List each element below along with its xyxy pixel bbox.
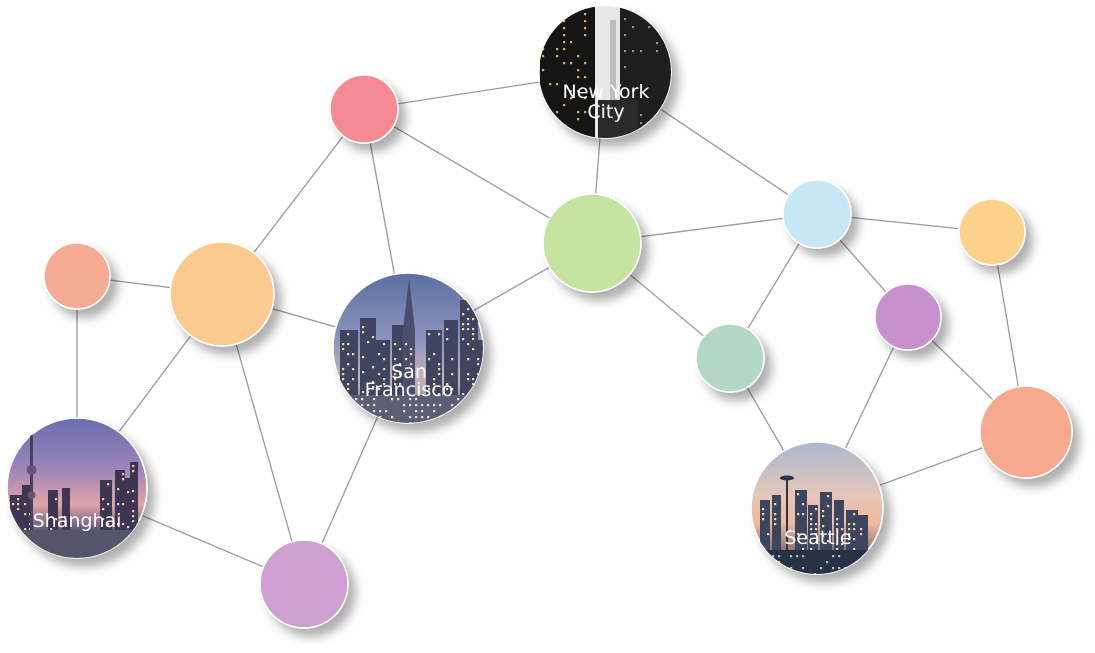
city-label-sf-line-0: San <box>391 361 427 383</box>
node-orange-big[interactable] <box>169 241 275 347</box>
node-yellow-right[interactable] <box>958 198 1026 266</box>
node-green[interactable] <box>542 193 642 293</box>
node-salmon-big[interactable] <box>979 385 1073 479</box>
node-teal[interactable] <box>695 323 765 393</box>
node-lightblue[interactable] <box>782 179 852 249</box>
nodes-layer <box>6 5 1073 629</box>
city-label-seattle-line-0: Seattle <box>784 527 851 549</box>
node-salmon-left[interactable] <box>43 242 111 310</box>
node-red[interactable] <box>329 74 399 144</box>
node-purple-bottom[interactable] <box>259 539 349 629</box>
city-label-shanghai-line-0: Shanghai <box>33 510 122 532</box>
city-label-nyc-line-0: New York <box>562 81 649 103</box>
node-purple-right[interactable] <box>874 283 942 351</box>
city-label-sf-line-1: Francisco <box>365 379 454 401</box>
city-label-nyc-line-1: City <box>587 101 624 123</box>
